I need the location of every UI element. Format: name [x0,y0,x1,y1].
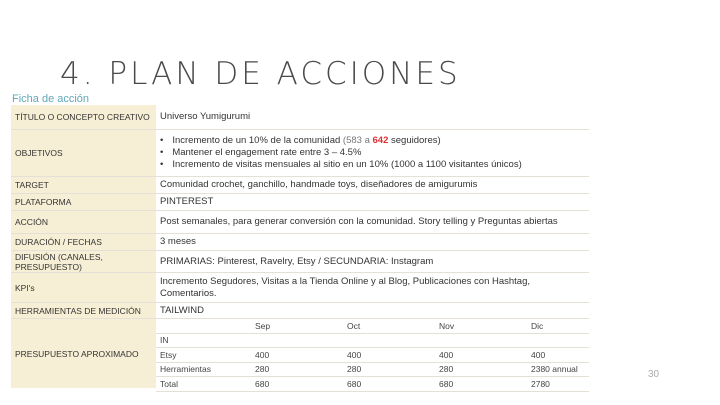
row-value: Universo Yumigurumi [160,111,251,122]
budget-row: Herramientas 280 280 280 2380 annual [156,363,589,377]
row-label: TARGET [11,177,156,193]
list-item: Incremento de un 10% de la comunidad (58… [160,135,585,147]
row-value: Comunidad crochet, ganchillo, handmade t… [160,179,478,190]
budget-cell: Herramientas [160,364,212,375]
row-target: TARGET Comunidad crochet, ganchillo, han… [11,177,589,194]
budget-cell: 680 [347,378,362,389]
row-value: Post semanales, para generar conversión … [160,216,558,227]
row-value: PINTEREST [160,196,214,207]
row-herramientas: HERRAMIENTAS DE MEDICIÓN TAILWIND [11,303,589,319]
row-value: 3 meses [160,236,196,247]
budget-cell: 2380 annual [531,364,578,375]
row-label: TÍTULO O CONCEPTO CREATIVO [11,105,156,129]
budget-cell: Etsy [160,349,177,360]
page-title: 4. PLAN DE ACCIONES [60,56,461,92]
budget-row: Total 680 680 680 2780 [156,377,589,392]
row-kpis: KPI's Incremento Segudores, Visitas a la… [11,273,589,303]
budget-row: Etsy 400 400 400 400 [156,348,589,363]
row-titulo: TÍTULO O CONCEPTO CREATIVO Universo Yumi… [11,105,589,130]
row-label: PRESUPUESTO APROXIMADO [11,319,156,388]
budget-cell: 400 [255,349,270,360]
row-label: DIFUSIÓN (CANALES, PRESUPUESTO) [11,251,156,272]
budget-cell: 280 [347,364,362,375]
row-presupuesto: PRESUPUESTO APROXIMADO Sep Oct Nov Dic IN Ets… [11,319,589,392]
row-plataforma: PLATAFORMA PINTEREST [11,194,589,211]
row-value: Incremento Segudores, Visitas a la Tiend… [160,275,531,299]
budget-cell: Oct [347,320,361,331]
list-item: Mantener el engagement rate entre 3 – 4.… [160,147,585,159]
row-label: OBJETIVOS [11,130,156,176]
row-objetivos: OBJETIVOS Incremento de un 10% de la com… [11,130,589,177]
subtitle: Ficha de acción [12,93,90,105]
budget-cell: 680 [439,378,454,389]
budget-cell: IN [160,335,169,346]
budget-table: Sep Oct Nov Dic IN Etsy 400 400 400 400 Herramient… [156,319,589,392]
row-label: ACCIÓN [11,211,156,233]
budget-cell: 280 [255,364,270,375]
budget-cell: 400 [531,349,546,360]
page-number: 30 [648,369,660,380]
action-sheet-table: TÍTULO O CONCEPTO CREATIVO Universo Yumi… [11,105,589,392]
row-label: KPI's [11,273,156,302]
row-duracion: DURACIÓN / FECHAS 3 meses [11,234,589,251]
budget-cell: 400 [439,349,454,360]
budget-cell: Total [160,378,178,389]
row-accion: ACCIÓN Post semanales, para generar conv… [11,211,589,234]
list-item: Incremento de visitas mensuales al sitio… [160,159,585,171]
budget-cell: Nov [439,320,455,331]
budget-cell: 2780 [531,378,550,389]
budget-cell: Dic [531,320,544,331]
budget-cell: 280 [439,364,454,375]
row-value: PRIMARIAS: Pinterest, Ravelry, Etsy / SE… [160,255,434,267]
budget-cell: 680 [255,378,270,389]
row-label: PLATAFORMA [11,194,156,210]
row-label: DURACIÓN / FECHAS [11,234,156,250]
budget-cell: Sep [255,320,271,331]
row-label: HERRAMIENTAS DE MEDICIÓN [11,303,156,318]
row-value: TAILWIND [160,304,204,316]
row-difusion: DIFUSIÓN (CANALES, PRESUPUESTO) PRIMARIA… [11,251,589,273]
budget-cell: 400 [347,349,362,360]
budget-row: Sep Oct Nov Dic [156,319,589,334]
budget-row: IN [156,334,589,348]
